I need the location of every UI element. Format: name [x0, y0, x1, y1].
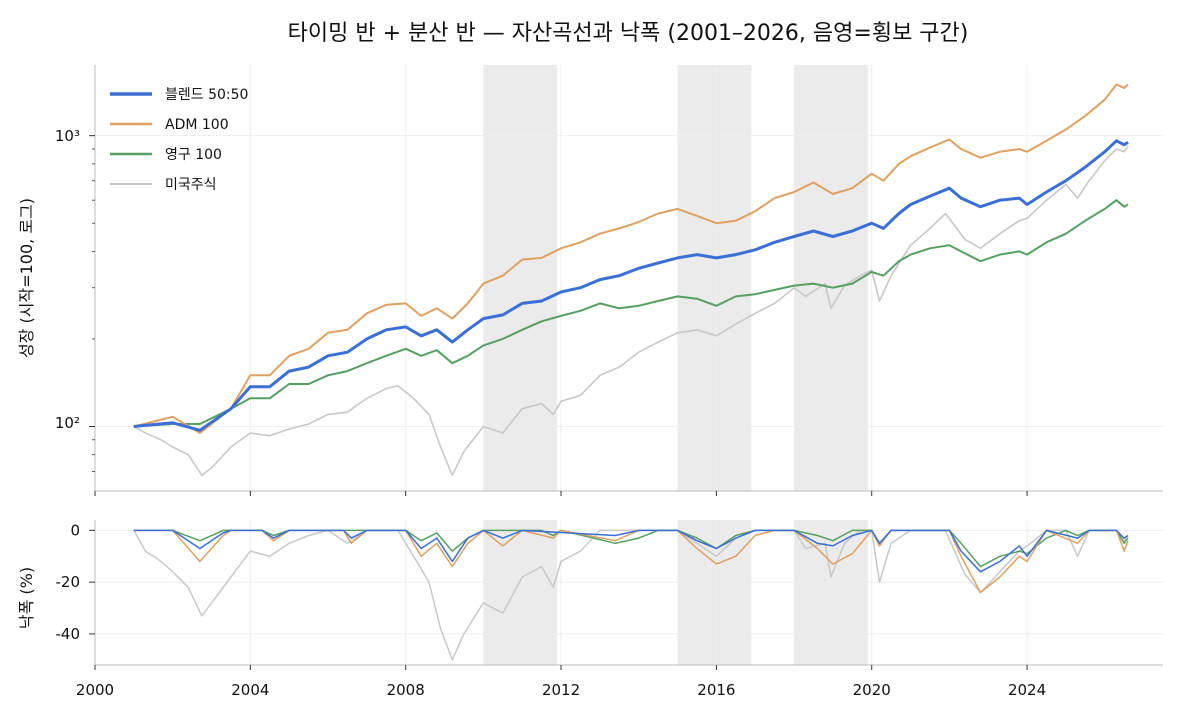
bottom-series-line-영구-100 — [133, 529, 1129, 568]
top-series-line-ADM-100 — [133, 83, 1129, 434]
ytick-label-100: 10² — [55, 414, 80, 432]
legend-label-ADM-100: ADM 100 — [165, 117, 229, 133]
top-series-line-미국주식 — [133, 145, 1129, 476]
xtick-label-2024: 2024 — [1008, 681, 1046, 699]
bottom-ytick-label--40: -40 — [56, 625, 81, 643]
xtick-label-2004: 2004 — [231, 681, 269, 699]
xtick-label-2020: 2020 — [853, 681, 891, 699]
chart-title: 타이밍 반 + 분산 반 — 자산곡선과 낙폭 (2001–2026, 음영=횡… — [288, 21, 969, 46]
bottom-shaded-ranges — [483, 520, 868, 665]
xtick-label-2016: 2016 — [697, 681, 735, 699]
bottom-ylabel: 낙폭 (%) — [17, 567, 36, 629]
xtick-label-2000: 2000 — [76, 681, 114, 699]
bottom-ytick-label-0: 0 — [70, 521, 80, 539]
top-ylabel: 성장 (시작=100, 로그) — [17, 198, 36, 358]
bottom-panel: 낙폭 (%) 0-20-40 2000 2004 2008 2012 2016 2020 2… — [17, 520, 1163, 699]
bottom-series-line-미국주식 — [133, 529, 1129, 661]
bottom-series-line-블렌드-50:50 — [133, 529, 1129, 573]
bottom-ytick-label--20: -20 — [56, 573, 81, 591]
bottom-shade-1 — [677, 520, 752, 665]
legend: 블렌드 50:50 ADM 100 영구 100 미국주식 — [110, 87, 248, 193]
top-shaded-ranges — [483, 65, 868, 491]
xtick-label-2012: 2012 — [542, 681, 580, 699]
legend-label-영구-100: 영구 100 — [165, 147, 222, 163]
bottom-shade-0 — [483, 520, 558, 665]
top-series-line-블렌드-50:50 — [133, 139, 1129, 432]
bottom-shade-2 — [794, 520, 868, 665]
legend-label-블렌드-50:50: 블렌드 50:50 — [165, 87, 248, 103]
bottom-series-lines — [133, 529, 1129, 661]
ytick-label-1000: 10³ — [55, 127, 80, 145]
top-shade-0 — [483, 65, 558, 491]
top-axes — [89, 65, 1163, 496]
top-shade-1 — [677, 65, 752, 491]
top-gridlines — [94, 65, 1163, 491]
xtick-labels: 2000 2004 2008 2012 2016 2020 2024 — [76, 681, 1046, 699]
top-ytick-labels: 10³ 10² — [55, 127, 80, 432]
xtick-label-2008: 2008 — [387, 681, 425, 699]
legend-label-미국주식: 미국주식 — [165, 177, 217, 193]
bottom-axes — [89, 520, 1163, 670]
bottom-gridlines — [94, 520, 1163, 665]
top-panel: 성장 (시작=100, 로그) 10³ 10² 블렌드 50:50 ADM 100… — [17, 65, 1163, 496]
top-series-line-영구-100 — [133, 199, 1129, 428]
bottom-ytick-labels: 0 -20 -40 — [56, 521, 81, 643]
top-series-lines — [133, 83, 1129, 476]
